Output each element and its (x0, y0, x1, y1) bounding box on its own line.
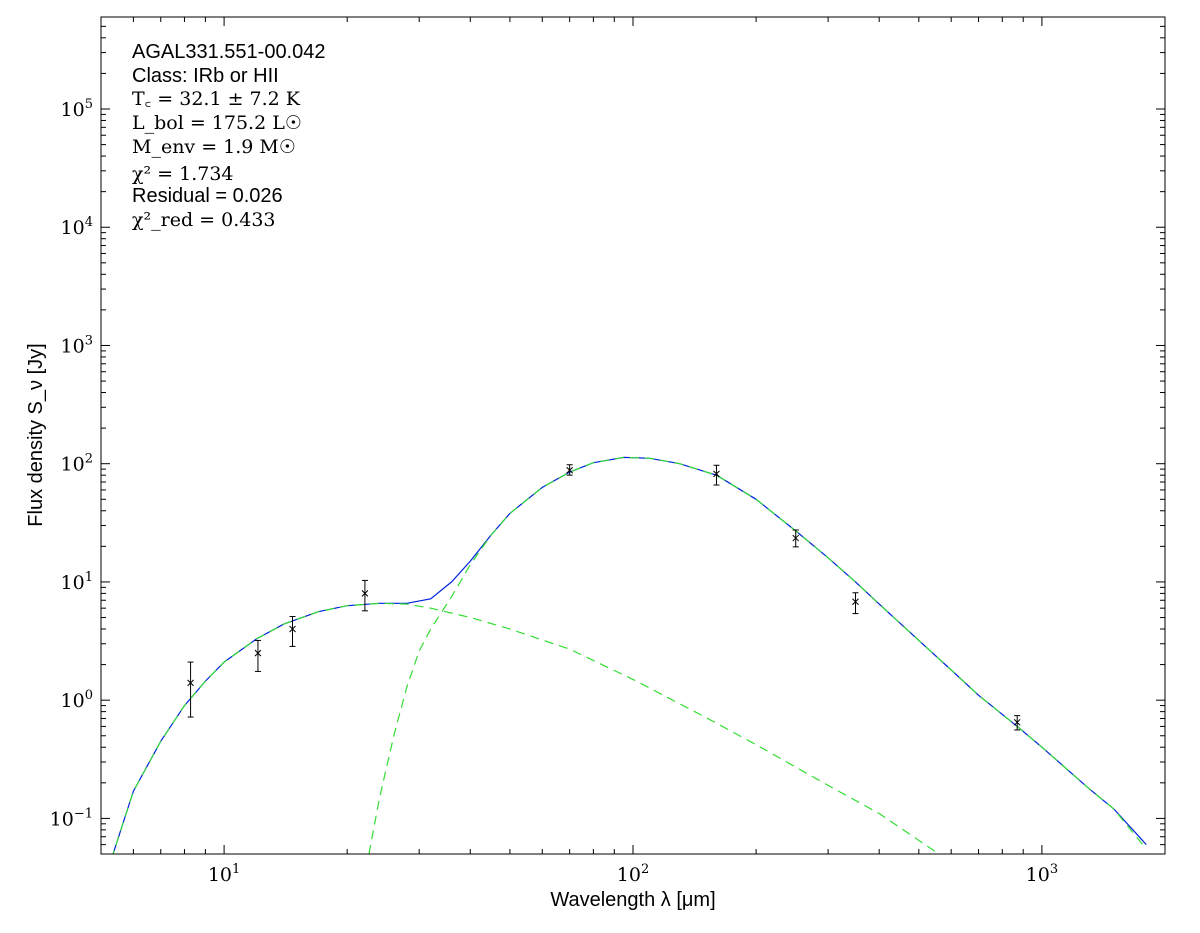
x-tick-label: 101 (208, 862, 240, 886)
y-tick-label: 102 (61, 452, 93, 476)
residual-label: Residual = 0.026 (132, 185, 283, 207)
data-point-7 (852, 592, 859, 615)
total-model-curve-1 (112, 456, 1147, 854)
x-tick-label: 103 (1026, 862, 1058, 886)
point-marker (1013, 718, 1021, 726)
point-marker (713, 470, 720, 478)
point-marker (566, 466, 574, 474)
x-tick-label: 102 (617, 862, 649, 886)
chi-squared-label: χ² = 1.734 (132, 163, 234, 185)
data-point-2 (289, 616, 296, 647)
data-point-3 (361, 579, 369, 612)
point-marker (361, 590, 369, 597)
model-curves (112, 456, 1147, 854)
data-point-5 (713, 464, 720, 486)
data-point-6 (792, 529, 800, 548)
data-point-4 (566, 464, 574, 476)
point-marker (792, 534, 800, 542)
component-curve-2 (112, 602, 940, 854)
y-tick-label: 104 (61, 215, 93, 239)
y-tick-label: 105 (61, 97, 93, 121)
axis-ticks (100, 16, 1166, 855)
point-marker (187, 679, 194, 687)
point-marker (289, 625, 296, 633)
point-marker (254, 649, 262, 657)
envelope-mass-label: M_env = 1.9 M☉ (132, 136, 296, 158)
temperature-label: T꜀ = 32.1 ± 7.2 K (132, 88, 301, 110)
source-class: Class: IRb or HII (132, 65, 279, 87)
data-point-1 (254, 639, 262, 672)
info-annotations: AGAL331.551-00.042 Class: IRb or HII T꜀ … (132, 41, 326, 231)
component-curve-3 (368, 456, 1147, 854)
y-tick-label: 101 (61, 570, 93, 594)
source-name: AGAL331.551-00.042 (132, 41, 326, 63)
y-tick-label: 10−1 (50, 806, 93, 830)
y-tick-label: 100 (61, 688, 93, 712)
data-points (187, 464, 1021, 731)
y-tick-label: 103 (61, 333, 93, 357)
reduced-chi-squared-label: χ²_red = 0.433 (132, 209, 276, 231)
point-marker (852, 598, 859, 606)
y-axis-label: Flux density S_ν [Jy] (25, 343, 47, 526)
data-point-8 (1013, 715, 1021, 731)
x-axis-label: Wavelength λ [μm] (550, 889, 715, 911)
luminosity-label: L_bol = 175.2 L☉ (132, 112, 302, 134)
tick-labels: 101 102 103 10−1 100 101 102 103 104 105 (50, 97, 1059, 886)
data-point-0 (187, 661, 194, 718)
